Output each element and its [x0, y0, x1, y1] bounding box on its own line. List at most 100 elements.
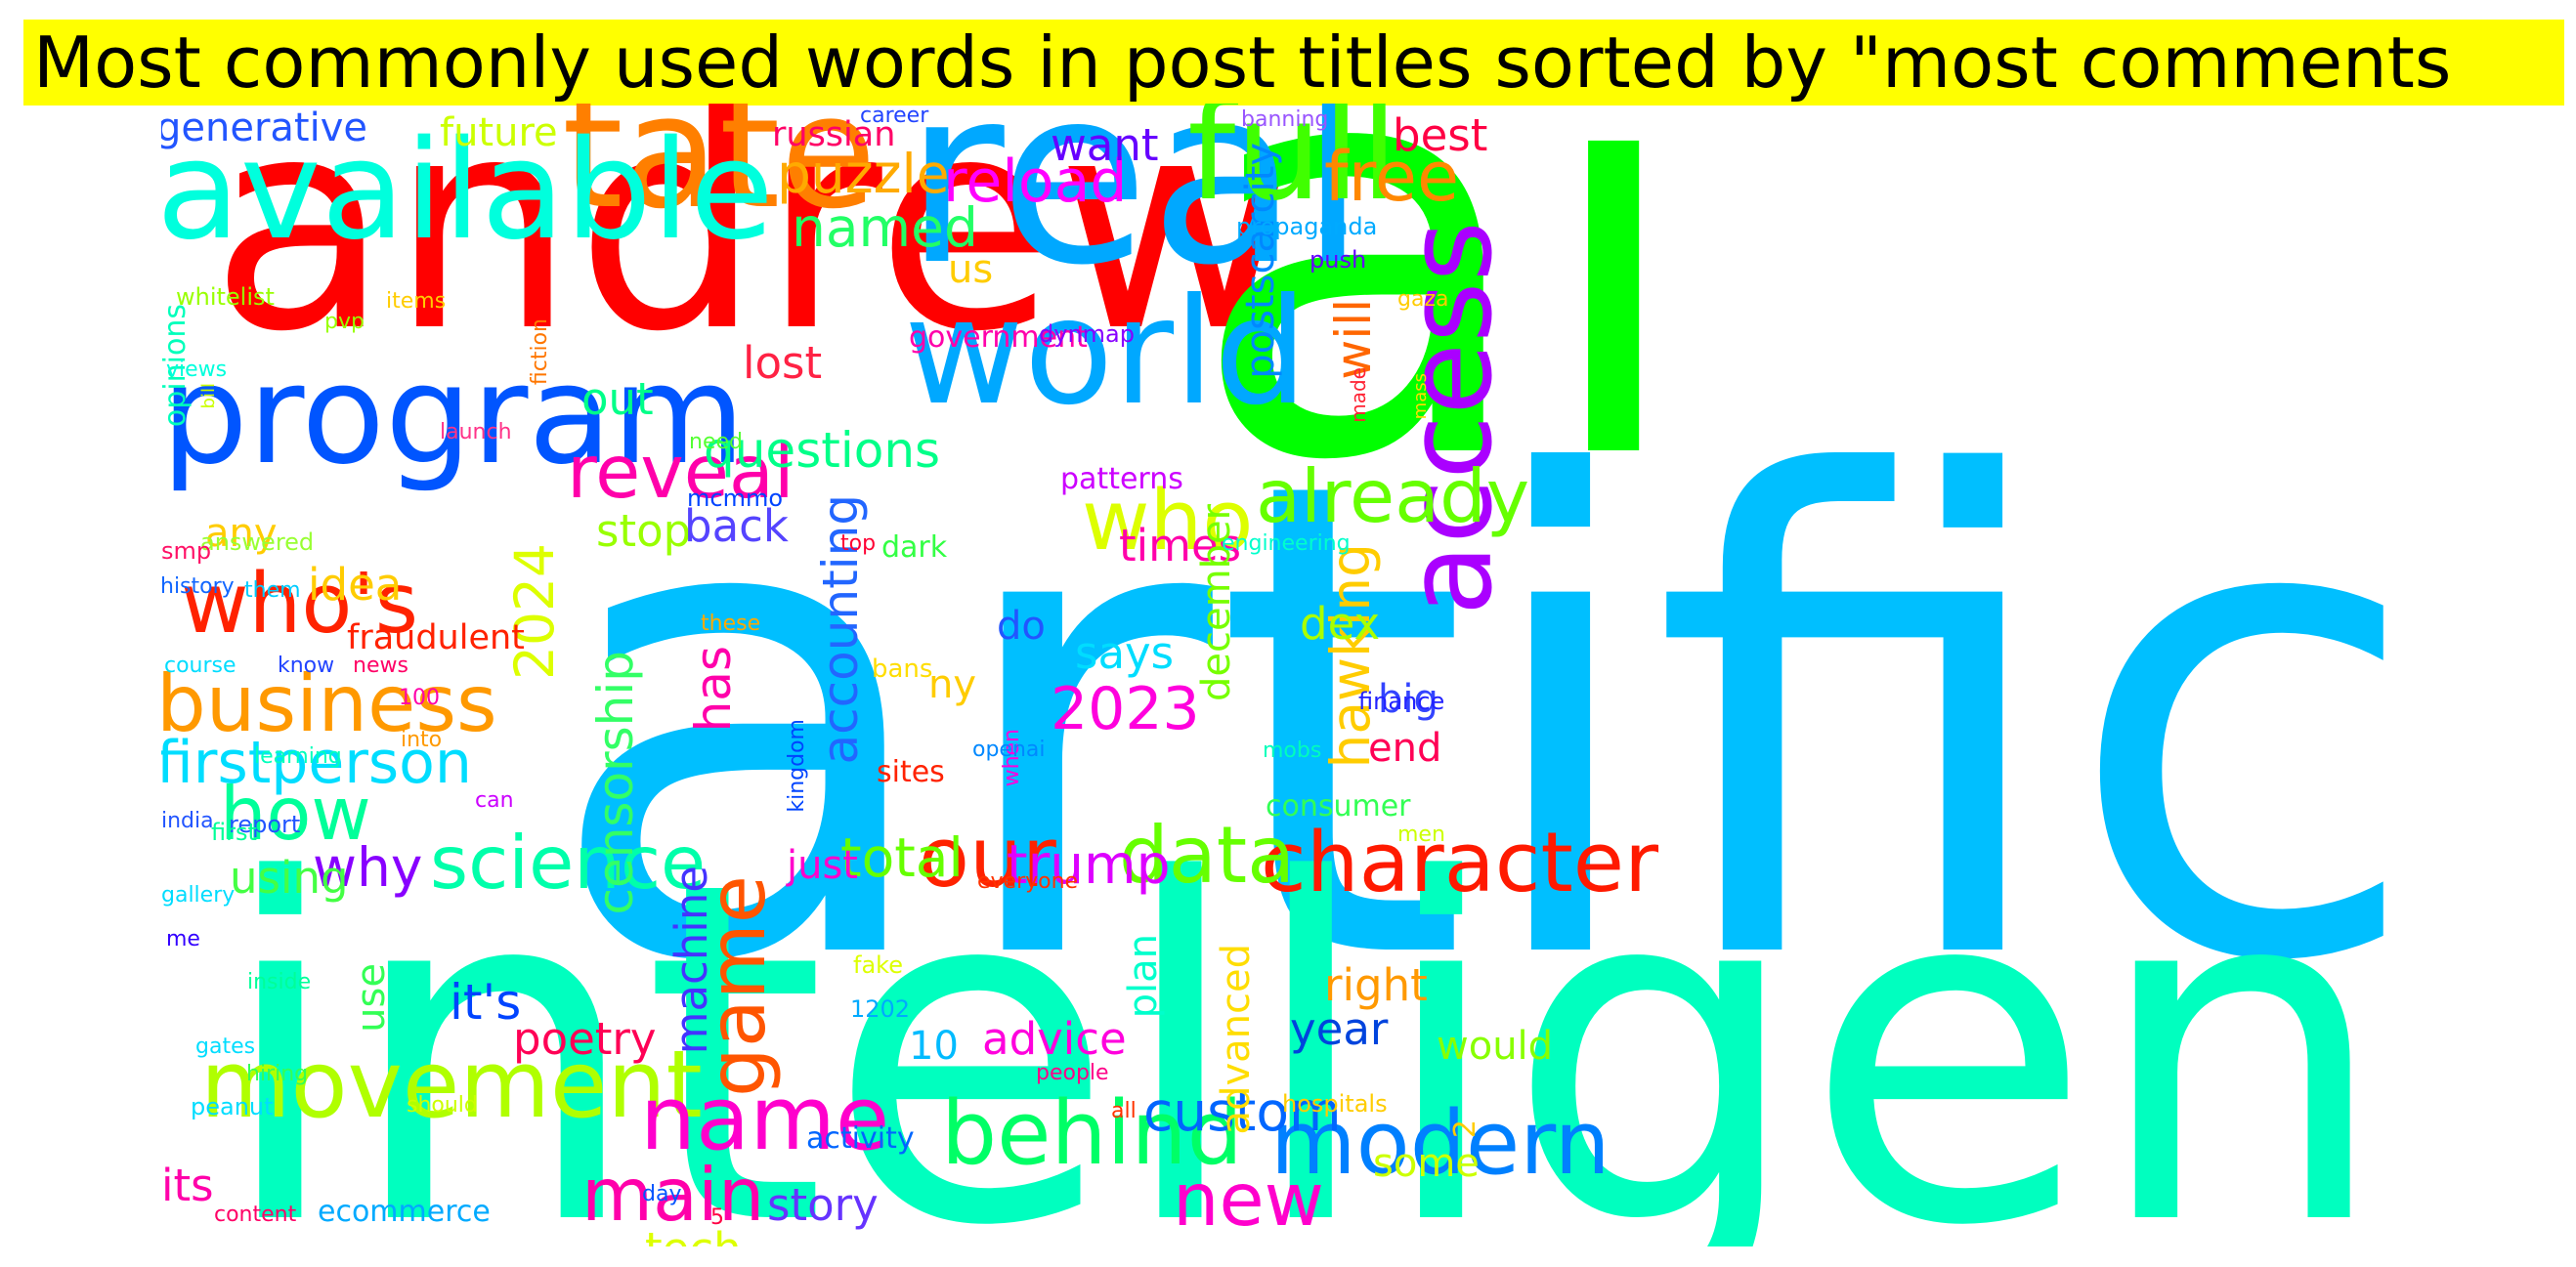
cloud-word: russian	[772, 115, 896, 154]
cloud-word: who	[1082, 473, 1254, 570]
cloud-word: real	[904, 104, 1367, 318]
cloud-word: how	[220, 771, 371, 857]
cloud-word: gaza	[1397, 287, 1449, 312]
cloud-word: end	[1368, 726, 1442, 771]
cloud-word: character	[1261, 815, 1659, 911]
cloud-word: already	[1256, 453, 1530, 539]
cloud-word: stop	[596, 505, 692, 557]
cloud-word: andrew	[210, 104, 1297, 396]
cloud-word: government	[909, 320, 1088, 355]
cloud-word: movement	[200, 1032, 703, 1139]
cloud-word: consumer	[1266, 789, 1411, 824]
cloud-word: finance	[1358, 688, 1445, 715]
cloud-word: machine	[665, 866, 717, 1055]
cloud-word: 100	[399, 686, 440, 710]
cloud-word: postscarcity	[1238, 143, 1283, 379]
cloud-word: bill	[198, 383, 219, 409]
cloud-word: propaganda	[1236, 213, 1378, 240]
cloud-word: course	[164, 654, 236, 678]
cloud-word: available	[161, 111, 774, 271]
cloud-word: new	[1173, 1157, 1325, 1243]
cloud-word: idea	[308, 559, 403, 611]
cloud-word: top	[840, 531, 877, 556]
cloud-word: made	[1347, 367, 1370, 423]
cloud-word: whitelist	[176, 283, 275, 311]
cloud-word: custom	[1143, 1080, 1342, 1143]
cloud-word: main	[581, 1152, 765, 1238]
cloud-word: 1202	[850, 995, 911, 1023]
cloud-word: big	[1378, 677, 1438, 722]
cloud-word: openai	[972, 738, 1046, 762]
cloud-word: science	[430, 820, 707, 906]
cloud-word: trump	[1007, 833, 1171, 896]
cloud-word: 10	[909, 1024, 959, 1069]
cloud-word: use	[349, 963, 394, 1033]
cloud-word: history	[161, 574, 235, 599]
cloud-word: times	[1119, 520, 1242, 571]
cloud-word: learning	[254, 744, 342, 769]
cloud-word: pvp	[324, 310, 365, 334]
cloud-word: reveal	[567, 429, 794, 515]
cloud-word: know	[278, 654, 335, 678]
cloud-word: all	[1111, 1099, 1137, 1123]
cloud-word: 2	[1448, 1119, 1482, 1139]
cloud-word: them	[244, 578, 301, 603]
cloud-word: fake	[853, 951, 903, 979]
cloud-word: back	[684, 500, 789, 552]
cloud-word: smp	[161, 537, 212, 565]
cloud-word: items	[386, 289, 447, 314]
cloud-word: censorship	[587, 651, 644, 915]
cloud-word: would	[1437, 1024, 1554, 1069]
cloud-word: people	[1036, 1061, 1109, 1085]
cloud-word: mcmmo	[687, 485, 784, 512]
cloud-word: why	[313, 836, 423, 899]
cloud-word: banning	[1241, 107, 1329, 132]
cloud-word: content	[214, 1203, 297, 1227]
cloud-word: first	[211, 819, 257, 846]
chart-title: Most commonly used words in post titles …	[33, 21, 2452, 104]
cloud-word: dex	[1300, 598, 1381, 650]
cloud-word: push	[1309, 246, 1367, 274]
cloud-word: mobs	[1263, 739, 1322, 763]
cloud-word: 2023	[1051, 675, 1200, 743]
cloud-word: mass	[1410, 373, 1431, 420]
cloud-word: hiring	[246, 1062, 309, 1086]
cloud-word: tech	[645, 1227, 742, 1246]
cloud-word: patterns	[1060, 462, 1183, 496]
cloud-word: says	[1075, 627, 1175, 679]
cloud-word: views	[166, 358, 228, 382]
cloud-word: intelligence	[215, 782, 2409, 1247]
cloud-word: behind	[941, 1082, 1243, 1185]
cloud-word: kingdom	[785, 719, 809, 813]
cloud-word: future	[440, 110, 558, 155]
cloud-word: want	[1051, 119, 1159, 171]
cloud-word: ecommerce	[318, 1195, 491, 1229]
cloud-word: day	[642, 1182, 682, 1206]
cloud-word: has	[685, 646, 742, 733]
cloud-word: right	[1324, 959, 1428, 1011]
cloud-word: using	[230, 852, 349, 904]
cloud-word: named	[792, 196, 978, 259]
cloud-word: launch	[440, 420, 512, 444]
cloud-word: fraudulent	[347, 618, 525, 657]
cloud-word: year	[1290, 1003, 1389, 1055]
cloud-word: advanced	[1214, 944, 1259, 1135]
cloud-word: me	[166, 927, 200, 951]
cloud-word: do	[997, 604, 1046, 649]
cloud-word: activity	[806, 1121, 915, 1156]
cloud-word: hospitals	[1282, 1090, 1388, 1118]
cloud-word: artificial	[542, 343, 2409, 1105]
cloud-word: report	[229, 811, 301, 838]
cloud-word: lost	[743, 337, 823, 389]
cloud-word: puzzle	[777, 143, 950, 205]
cloud-word: questions	[704, 422, 941, 479]
cloud-word: any	[205, 511, 278, 556]
cloud-word: data	[1119, 810, 1296, 901]
cloud-word: gates	[195, 1035, 256, 1059]
cloud-word: poetry	[513, 1013, 657, 1065]
cloud-word: out	[581, 373, 654, 425]
cloud-word: career	[860, 104, 929, 128]
cloud-word: news	[353, 654, 408, 678]
cloud-word: gallery	[161, 883, 236, 908]
cloud-word: into	[401, 728, 443, 752]
